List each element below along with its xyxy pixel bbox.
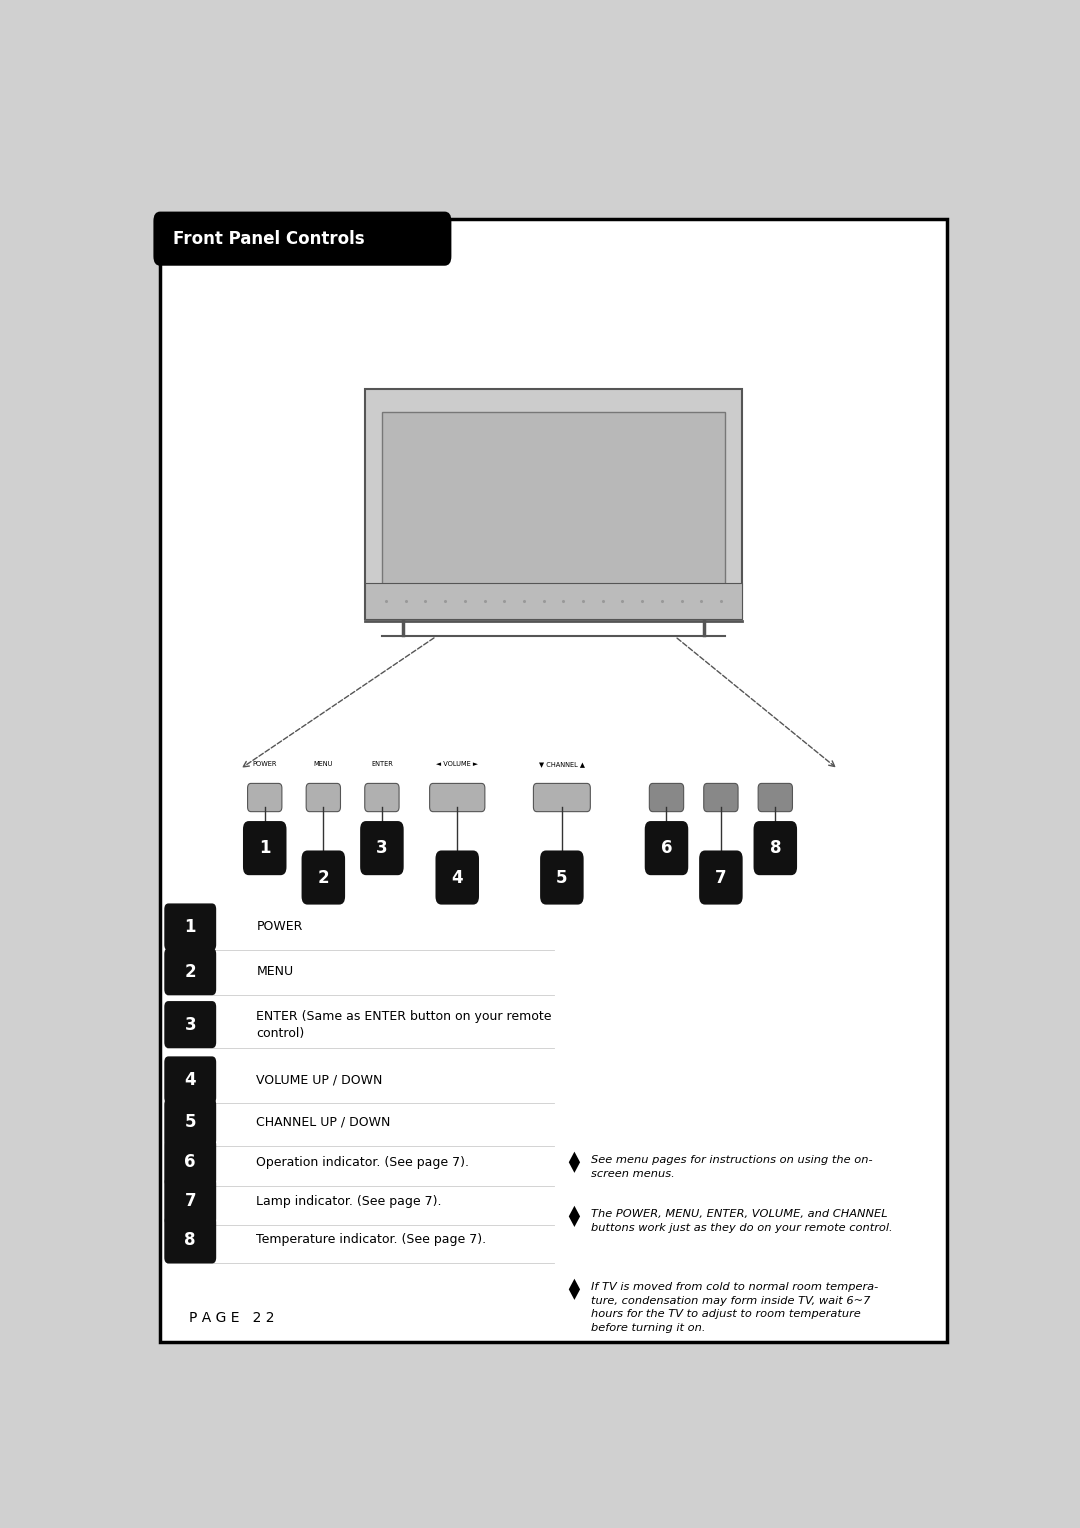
FancyBboxPatch shape	[164, 903, 216, 950]
FancyBboxPatch shape	[704, 784, 738, 811]
FancyBboxPatch shape	[365, 584, 742, 619]
Polygon shape	[569, 1206, 580, 1227]
FancyBboxPatch shape	[164, 1178, 216, 1224]
Text: Front Panel Controls: Front Panel Controls	[173, 229, 364, 248]
Text: MENU: MENU	[256, 966, 294, 978]
FancyBboxPatch shape	[164, 1001, 216, 1048]
FancyBboxPatch shape	[754, 821, 797, 876]
Text: ENTER: ENTER	[370, 761, 393, 767]
Text: CHANNEL UP / DOWN: CHANNEL UP / DOWN	[256, 1115, 391, 1129]
Text: Operation indicator. (See page 7).: Operation indicator. (See page 7).	[256, 1155, 470, 1169]
FancyBboxPatch shape	[160, 219, 947, 1342]
FancyBboxPatch shape	[164, 1099, 216, 1146]
FancyBboxPatch shape	[164, 1056, 216, 1103]
Polygon shape	[569, 1279, 580, 1300]
Text: MENU: MENU	[313, 761, 333, 767]
FancyBboxPatch shape	[645, 821, 688, 876]
Text: 2: 2	[185, 963, 197, 981]
Text: VOLUME UP / DOWN: VOLUME UP / DOWN	[256, 1073, 382, 1086]
Text: 4: 4	[185, 1071, 197, 1089]
Text: 6: 6	[185, 1154, 195, 1172]
FancyBboxPatch shape	[649, 784, 684, 811]
Text: 3: 3	[376, 839, 388, 857]
FancyBboxPatch shape	[540, 851, 583, 905]
FancyBboxPatch shape	[243, 821, 286, 876]
Text: 5: 5	[556, 868, 568, 886]
Text: 7: 7	[185, 1192, 197, 1210]
Text: 1: 1	[259, 839, 270, 857]
Text: The POWER, MENU, ENTER, VOLUME, and CHANNEL
buttons work just as they do on your: The POWER, MENU, ENTER, VOLUME, and CHAN…	[591, 1209, 893, 1233]
FancyBboxPatch shape	[435, 851, 480, 905]
Text: P A G E   2 2: P A G E 2 2	[189, 1311, 275, 1325]
FancyBboxPatch shape	[382, 411, 725, 585]
Text: ▼ CHANNEL ▲: ▼ CHANNEL ▲	[539, 761, 585, 767]
FancyBboxPatch shape	[153, 211, 451, 266]
Text: If TV is moved from cold to normal room tempera-
ture, condensation may form ins: If TV is moved from cold to normal room …	[591, 1282, 878, 1332]
Text: 3: 3	[185, 1016, 197, 1033]
Text: 8: 8	[185, 1232, 195, 1248]
Text: POWER: POWER	[253, 761, 276, 767]
Text: 8: 8	[770, 839, 781, 857]
FancyBboxPatch shape	[365, 784, 400, 811]
FancyBboxPatch shape	[164, 1216, 216, 1264]
Text: 7: 7	[715, 868, 727, 886]
FancyBboxPatch shape	[247, 784, 282, 811]
FancyBboxPatch shape	[430, 784, 485, 811]
FancyBboxPatch shape	[699, 851, 743, 905]
Text: 6: 6	[661, 839, 672, 857]
Text: See menu pages for instructions on using the on-
screen menus.: See menu pages for instructions on using…	[591, 1155, 873, 1178]
FancyBboxPatch shape	[306, 784, 340, 811]
FancyBboxPatch shape	[758, 784, 793, 811]
Text: 4: 4	[451, 868, 463, 886]
Text: ENTER (Same as ENTER button on your remote
control): ENTER (Same as ENTER button on your remo…	[256, 1010, 552, 1039]
FancyBboxPatch shape	[164, 1138, 216, 1186]
Text: Temperature indicator. (See page 7).: Temperature indicator. (See page 7).	[256, 1233, 486, 1247]
FancyBboxPatch shape	[365, 390, 742, 619]
Text: ◄ VOLUME ►: ◄ VOLUME ►	[436, 761, 478, 767]
Text: POWER: POWER	[256, 920, 302, 934]
Text: 2: 2	[318, 868, 329, 886]
FancyBboxPatch shape	[360, 821, 404, 876]
FancyBboxPatch shape	[301, 851, 346, 905]
FancyBboxPatch shape	[164, 947, 216, 995]
Text: 5: 5	[185, 1114, 195, 1131]
Text: Lamp indicator. (See page 7).: Lamp indicator. (See page 7).	[256, 1195, 442, 1207]
FancyBboxPatch shape	[534, 784, 591, 811]
Polygon shape	[569, 1152, 580, 1174]
Text: 1: 1	[185, 918, 195, 937]
